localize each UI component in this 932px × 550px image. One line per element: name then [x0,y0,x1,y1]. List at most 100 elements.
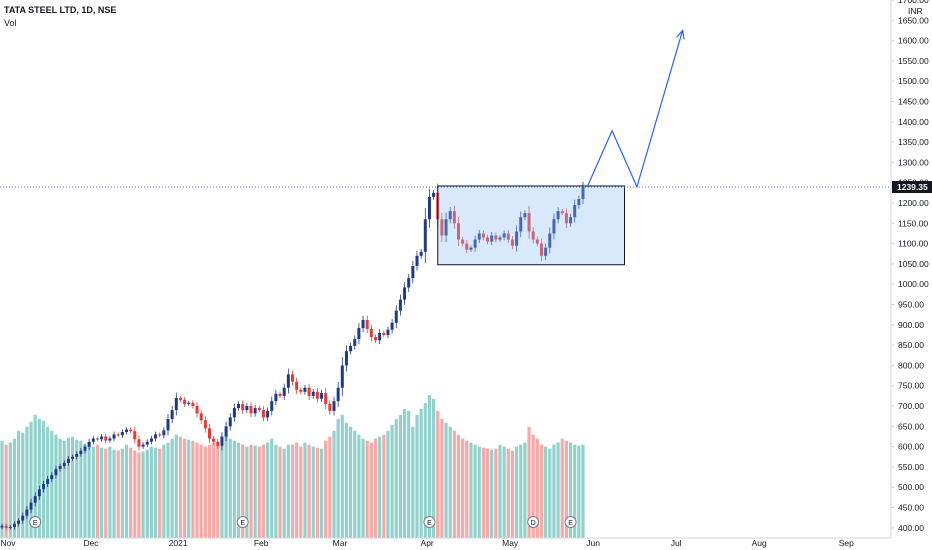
volume-bar [162,444,166,538]
candle-body [515,231,519,246]
volume-bar [261,444,266,538]
volume-bar [133,450,137,538]
volume-bar [266,442,270,538]
candle-body [112,434,116,439]
volume-bar [523,442,527,538]
volume-legend[interactable]: Vol [4,18,17,28]
volume-bar [295,442,299,538]
candle-body [498,237,502,240]
candle-body [398,299,402,311]
candle-body [203,420,207,429]
volume-bar [108,446,112,538]
volume-bar [490,449,494,538]
candle-body [419,251,423,256]
chart-legend[interactable]: TATA STEEL LTD, 1D, NSE Vol [4,4,116,30]
event-marker[interactable] [29,516,42,528]
volume-bar [17,430,21,538]
volume-bar [564,440,568,538]
time-tick-label: Apr [421,538,434,548]
price-tick-label: 1500.00 [898,76,929,86]
price-axis[interactable]: 1700.00 1650.00 1600.00 1550.00 1500.00 1450.… [891,0,929,533]
candle-body [75,453,79,457]
candle-body [12,523,16,528]
volume-bar [245,446,249,538]
candle-body [535,239,539,244]
volume-bar [477,446,481,538]
candle-body [423,219,427,252]
candle-body [33,496,37,503]
time-tick-label: Mar [333,538,348,548]
volume-bar [286,444,290,538]
time-axis[interactable]: Nov Dec 2021 Feb Mar Apr May Jun Jul Aug Sep [0,537,891,548]
last-price-badge: 1239.35 [892,181,932,194]
price-tick-label: 800.00 [898,360,924,370]
volume-bar [378,436,382,538]
volume-bar [203,446,207,538]
candle-body [295,381,299,390]
symbol-title[interactable]: TATA STEEL LTD, 1D, NSE [4,5,117,15]
event-marker[interactable] [423,516,436,528]
volume-bar [519,444,523,538]
event-marker[interactable] [564,516,577,528]
volume-bar [365,440,369,538]
candle-body [519,217,523,232]
candle-body [286,374,290,388]
candle-body [465,243,469,250]
drawing-annotations[interactable] [0,29,891,266]
volume-bar [510,450,515,538]
candle-body [183,399,187,405]
event-marker[interactable] [527,516,540,528]
candle-body [137,439,141,447]
volume-bar [70,436,75,538]
volume-bar [112,449,116,538]
volume-bar [539,444,544,538]
candle-body [415,255,419,266]
volume-bar [270,438,274,538]
candle-body [477,233,481,240]
volume-bar [485,448,490,538]
volume-bar [137,452,141,538]
volume-bar [21,432,25,538]
volume-bar [373,438,378,538]
volume-bar [324,440,328,538]
time-tick-label: May [502,538,519,548]
candle-body [278,393,282,396]
volume-bar [440,418,444,538]
candle-body [548,233,552,248]
candle-body [158,434,162,436]
candle-body [349,345,353,352]
event-marker-label: E [427,520,432,527]
volume-bar [83,444,87,538]
time-tick-label: Jun [586,538,600,548]
volume-bar [282,448,286,538]
price-tick-label: 600.00 [898,442,924,452]
candle-body [212,438,216,442]
volume-bar [141,451,145,538]
volume-bar [41,420,46,538]
candle-body [365,319,369,329]
candle-body [4,525,8,528]
candle-body [452,211,456,224]
candle-body [378,332,382,341]
price-tick-label: 850.00 [898,340,924,350]
event-marker[interactable] [236,516,249,528]
candle-body [253,408,257,414]
candle-body [166,419,170,431]
volume-bar [58,438,62,538]
candle-body [473,239,477,248]
candle-body [195,406,199,414]
volume-bar [552,444,556,538]
candle-body [332,401,336,411]
volume-bar [473,444,477,538]
volume-bar [228,438,232,538]
volume-bar [8,442,12,538]
candle-body [374,337,377,341]
price-tick-label: 700.00 [898,401,924,411]
candle-body [469,247,473,250]
volume-bar [253,445,257,538]
volume-bar [394,418,398,538]
candle-body [282,387,286,396]
candle-body [21,515,25,521]
